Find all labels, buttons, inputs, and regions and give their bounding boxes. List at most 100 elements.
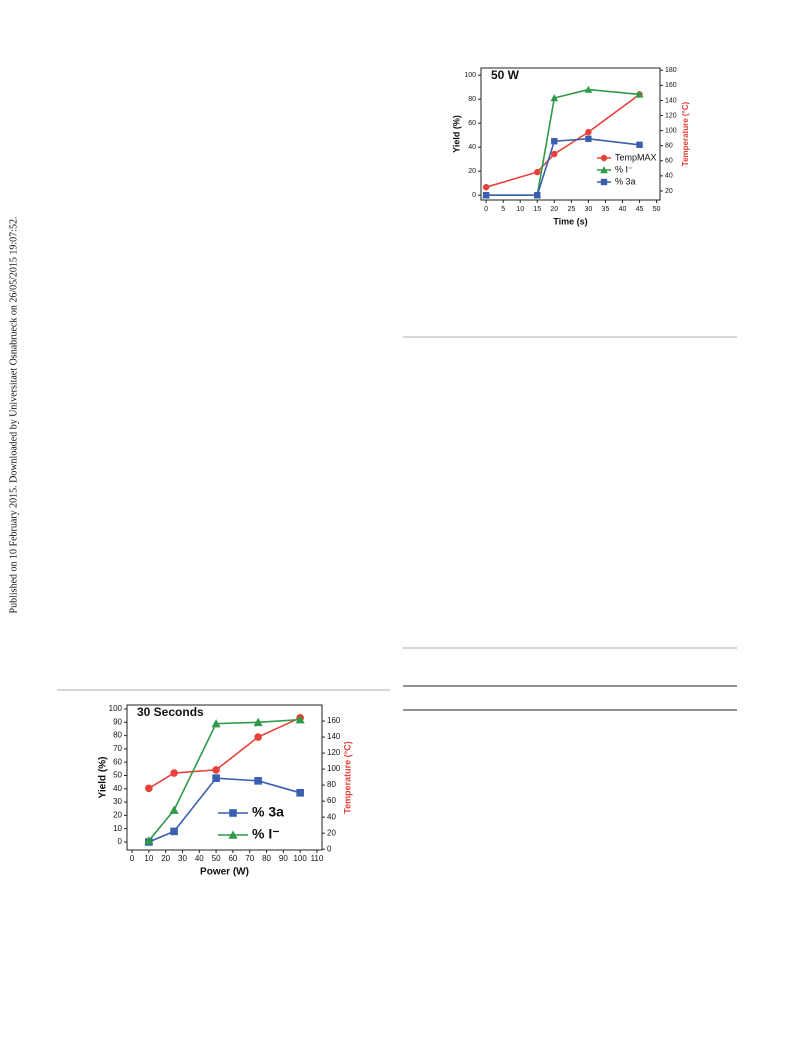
y-tick-label: 60 bbox=[468, 120, 476, 127]
marker bbox=[228, 830, 238, 839]
x-tick-label: 45 bbox=[636, 206, 644, 213]
y2-tick-label: 80 bbox=[665, 143, 673, 150]
x-tick-label: 80 bbox=[262, 854, 271, 863]
legend-label: % I⁻ bbox=[252, 826, 280, 842]
x-tick-label: 50 bbox=[653, 206, 661, 213]
x-tick-label: 10 bbox=[144, 854, 153, 863]
y2-tick-label: 180 bbox=[665, 67, 677, 74]
marker bbox=[585, 135, 592, 142]
marker bbox=[584, 85, 593, 93]
x-tick-label: 0 bbox=[484, 206, 488, 213]
y2-tick-label: 160 bbox=[327, 716, 341, 725]
chart-title: 50 W bbox=[491, 68, 520, 82]
y-tick-label: 20 bbox=[468, 168, 476, 175]
y2-tick-label: 160 bbox=[665, 82, 677, 89]
marker bbox=[295, 715, 305, 724]
chart-title: 30 Seconds bbox=[137, 705, 204, 719]
marker bbox=[482, 183, 490, 191]
legend-label: % 3a bbox=[252, 804, 284, 820]
marker bbox=[600, 178, 608, 186]
y2-tick-label: 0 bbox=[327, 844, 332, 853]
marker bbox=[253, 717, 263, 727]
marker bbox=[170, 769, 178, 777]
marker bbox=[635, 90, 644, 98]
x-tick-label: 90 bbox=[279, 854, 288, 863]
marker bbox=[169, 805, 179, 814]
marker bbox=[534, 192, 541, 199]
y-axis-label: Yield (%) bbox=[98, 757, 109, 799]
x-tick-label: 10 bbox=[516, 206, 524, 213]
marker bbox=[585, 128, 592, 136]
marker bbox=[211, 719, 221, 728]
marker bbox=[254, 733, 262, 741]
y2-tick-label: 60 bbox=[665, 158, 673, 165]
x-tick-label: 20 bbox=[161, 854, 170, 863]
y2-tick-label: 100 bbox=[665, 127, 677, 134]
y2-tick-label: 140 bbox=[327, 732, 341, 741]
x-tick-label: 5 bbox=[501, 206, 505, 213]
y-tick-label: 90 bbox=[113, 717, 122, 726]
y-tick-label: 20 bbox=[113, 811, 122, 820]
side-note: Published on 10 February 2015. Downloade… bbox=[8, 217, 19, 614]
marker bbox=[145, 784, 153, 793]
marker bbox=[170, 827, 178, 836]
marker bbox=[600, 154, 608, 162]
y-tick-label: 100 bbox=[109, 704, 123, 713]
y2-tick-label: 120 bbox=[327, 748, 341, 757]
y2-tick-label: 40 bbox=[327, 812, 336, 821]
marker bbox=[482, 192, 490, 199]
y2-tick-label: 140 bbox=[665, 97, 677, 104]
marker bbox=[212, 774, 220, 782]
x-tick-label: 0 bbox=[130, 854, 135, 863]
x-tick-label: 15 bbox=[533, 206, 541, 213]
y-axis-label: Yield (%) bbox=[451, 115, 461, 153]
legend-label: % I⁻ bbox=[615, 164, 633, 174]
y-tick-label: 10 bbox=[113, 824, 122, 833]
y-tick-label: 50 bbox=[113, 771, 122, 780]
x-tick-label: 70 bbox=[245, 854, 254, 863]
x-tick-label: 30 bbox=[585, 206, 593, 213]
y-tick-label: 80 bbox=[113, 731, 122, 740]
marker bbox=[296, 788, 304, 797]
series-line bbox=[148, 717, 301, 789]
x-tick-label: 40 bbox=[619, 206, 627, 213]
x-tick-label: 25 bbox=[567, 206, 575, 213]
y2-tick-label: 80 bbox=[327, 780, 336, 789]
y2-axis-label: Temperature (°C) bbox=[342, 741, 352, 813]
x-tick-label: 50 bbox=[212, 854, 221, 863]
marker bbox=[229, 809, 237, 817]
legend-label: % 3a bbox=[615, 176, 636, 186]
marker bbox=[550, 94, 559, 102]
y-tick-label: 100 bbox=[464, 72, 476, 79]
y2-tick-label: 20 bbox=[665, 188, 673, 195]
legend-label: TempMAX bbox=[615, 152, 657, 162]
y-tick-label: 0 bbox=[472, 192, 476, 199]
y-tick-label: 70 bbox=[113, 744, 122, 753]
x-tick-label: 35 bbox=[602, 206, 610, 213]
y2-tick-label: 20 bbox=[327, 828, 336, 837]
y-tick-label: 60 bbox=[113, 757, 122, 766]
y-tick-label: 30 bbox=[113, 797, 122, 806]
x-tick-label: 100 bbox=[293, 854, 307, 863]
x-axis-label: Time (s) bbox=[553, 216, 587, 226]
y-tick-label: 40 bbox=[468, 144, 476, 151]
plot-frame bbox=[480, 67, 661, 201]
x-tick-label: 40 bbox=[195, 854, 204, 863]
marker bbox=[636, 141, 643, 148]
y2-axis-label: Temperature (°C) bbox=[681, 101, 690, 166]
x-axis-label: Power (W) bbox=[200, 867, 249, 878]
y-tick-label: 0 bbox=[118, 837, 123, 846]
y-tick-label: 80 bbox=[468, 96, 476, 103]
x-tick-label: 110 bbox=[311, 854, 324, 863]
marker bbox=[551, 150, 558, 158]
y-tick-label: 40 bbox=[113, 784, 122, 793]
y2-tick-label: 120 bbox=[665, 112, 677, 119]
plot-frame bbox=[126, 704, 323, 851]
series-line bbox=[148, 718, 301, 842]
x-tick-label: 60 bbox=[228, 854, 237, 863]
marker bbox=[254, 777, 262, 785]
y2-tick-label: 40 bbox=[665, 173, 673, 180]
marker bbox=[534, 168, 541, 176]
